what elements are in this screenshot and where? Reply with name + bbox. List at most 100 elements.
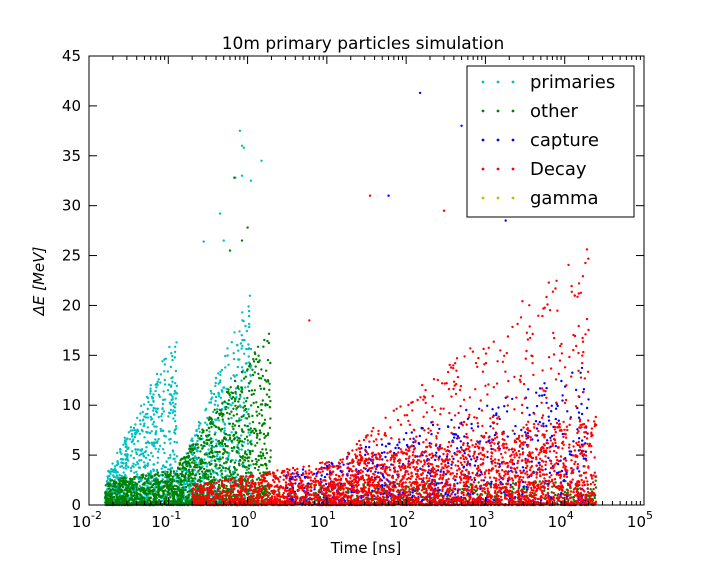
data-point: [266, 403, 269, 407]
data-point: [205, 434, 208, 437]
data-point: [218, 412, 221, 415]
data-point: [548, 471, 552, 474]
data-point: [580, 402, 583, 406]
data-point: [226, 354, 229, 357]
data-point: [117, 491, 121, 494]
data-point: [174, 382, 177, 385]
data-point: [220, 368, 224, 372]
data-point: [184, 472, 188, 475]
data-point: [195, 429, 198, 433]
data-point: [169, 442, 172, 445]
data-point: [252, 360, 256, 363]
data-point: [417, 441, 420, 445]
data-point: [242, 377, 246, 380]
data-point: [199, 422, 202, 425]
data-point: [221, 456, 224, 459]
data-point: [582, 457, 585, 460]
data-point: [254, 462, 258, 466]
data-point: [122, 492, 126, 495]
data-point: [165, 475, 168, 479]
data-point: [205, 477, 208, 480]
data-point: [239, 455, 243, 459]
data-point: [132, 426, 136, 430]
data-point: [246, 456, 250, 459]
data-point: [144, 413, 147, 416]
data-point: [123, 453, 127, 456]
data-point: [151, 443, 154, 446]
data-point: [263, 456, 267, 460]
data-point: [112, 495, 116, 499]
data-point: [228, 393, 231, 397]
data-point: [154, 447, 157, 450]
data-point: [203, 473, 207, 476]
data-point: [120, 484, 123, 487]
data-point: [223, 436, 226, 439]
data-point: [173, 350, 177, 354]
data-point: [151, 483, 155, 487]
data-point: [301, 468, 305, 471]
data-point: [207, 418, 211, 422]
data-point: [143, 487, 146, 490]
data-point: [166, 473, 169, 476]
data-point: [199, 438, 203, 441]
data-point: [164, 480, 168, 483]
data-point: [208, 444, 211, 447]
data-point: [313, 488, 316, 491]
data-point: [242, 401, 245, 404]
data-point: [209, 422, 212, 425]
data-point: [577, 411, 581, 414]
data-point: [180, 479, 183, 482]
data-point: [216, 450, 219, 454]
data-point: [124, 493, 128, 497]
data-point: [412, 437, 415, 440]
data-point: [210, 444, 214, 447]
data-point: [148, 458, 151, 462]
data-point: [236, 443, 239, 447]
data-point: [438, 455, 441, 458]
data-point: [110, 467, 113, 471]
data-point: [141, 476, 144, 479]
data-point: [574, 388, 578, 392]
data-point: [137, 487, 141, 490]
data-point: [179, 496, 183, 499]
data-point: [108, 477, 112, 481]
data-point: [122, 443, 125, 446]
data-point: [454, 478, 457, 482]
data-point: [282, 478, 285, 481]
data-point: [255, 460, 258, 463]
data-point: [146, 484, 149, 488]
data-point: [511, 397, 514, 401]
data-point: [217, 486, 221, 489]
data-point: [150, 476, 153, 479]
data-point: [185, 482, 189, 485]
data-point: [227, 402, 230, 406]
data-point: [139, 404, 143, 407]
data-point: [220, 469, 223, 472]
data-point: [107, 469, 110, 472]
data-point: [115, 464, 119, 467]
data-point: [213, 424, 216, 427]
data-point: [174, 420, 177, 423]
data-point: [246, 368, 249, 371]
data-point: [163, 441, 166, 445]
data-point: [269, 399, 272, 403]
data-point: [217, 372, 220, 375]
data-point: [221, 390, 224, 393]
data-point: [230, 404, 233, 407]
data-point: [418, 434, 421, 438]
data-point: [412, 465, 415, 469]
data-point: [459, 446, 463, 449]
data-point: [208, 451, 211, 455]
data-point: [187, 502, 190, 505]
data-point: [543, 393, 546, 397]
data-point: [156, 407, 159, 410]
data-point: [159, 381, 162, 384]
data-point: [167, 475, 170, 478]
data-point: [550, 410, 553, 413]
data-point: [234, 459, 237, 462]
data-point: [120, 488, 123, 492]
data-point: [173, 406, 177, 409]
data-point: [241, 339, 244, 342]
data-point: [135, 488, 139, 491]
data-point: [165, 460, 168, 463]
